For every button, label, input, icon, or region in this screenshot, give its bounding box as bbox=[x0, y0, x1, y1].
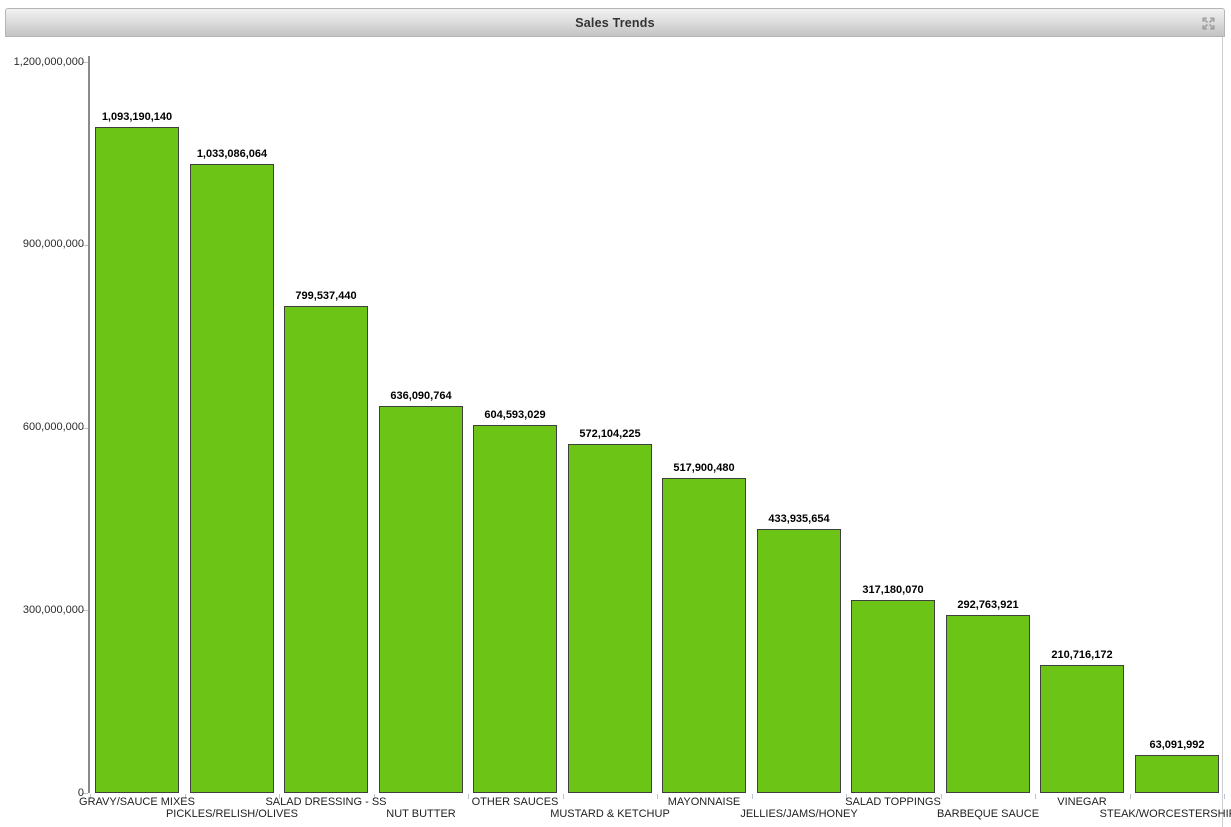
bar[interactable] bbox=[1135, 755, 1219, 793]
bar[interactable] bbox=[473, 425, 557, 793]
y-axis-tick bbox=[82, 245, 88, 246]
x-category-label: SALAD TOPPINGS bbox=[845, 796, 941, 808]
bar-value-label: 799,537,440 bbox=[295, 290, 357, 302]
maximize-icon[interactable] bbox=[1201, 16, 1216, 31]
y-tick-label: 900,000,000 bbox=[22, 238, 84, 250]
x-category-label: NUT BUTTER bbox=[386, 808, 456, 820]
bar-value-label: 1,093,190,140 bbox=[101, 111, 173, 123]
x-category-label: STEAK/WORCESTERSHIRE S bbox=[1099, 808, 1231, 820]
bar[interactable] bbox=[95, 127, 179, 793]
x-axis-tick bbox=[90, 794, 91, 799]
bar[interactable] bbox=[1040, 665, 1124, 793]
x-axis-tick bbox=[279, 794, 280, 799]
bar[interactable] bbox=[757, 529, 841, 793]
y-axis-tick bbox=[82, 62, 88, 63]
bar-value-label: 210,716,172 bbox=[1051, 649, 1113, 661]
x-category-label: VINEGAR bbox=[1057, 796, 1107, 808]
bar-value-label: 317,180,070 bbox=[862, 584, 924, 596]
x-category-label: PICKLES/RELISH/OLIVES bbox=[165, 808, 299, 820]
y-axis-tick bbox=[82, 793, 88, 794]
bar[interactable] bbox=[190, 164, 274, 793]
x-axis-tick bbox=[657, 794, 658, 799]
bar[interactable] bbox=[851, 600, 935, 793]
x-axis-tick bbox=[752, 794, 753, 799]
y-axis-tick bbox=[82, 428, 88, 429]
x-axis-tick bbox=[563, 794, 564, 799]
bar[interactable] bbox=[662, 478, 746, 793]
x-axis-tick bbox=[185, 794, 186, 799]
panel-border bbox=[1222, 37, 1223, 827]
y-tick-label: 600,000,000 bbox=[22, 421, 84, 433]
x-axis-tick bbox=[941, 794, 942, 799]
bar-value-label: 517,900,480 bbox=[673, 462, 735, 474]
y-axis-line bbox=[88, 56, 90, 793]
panel-titlebar: Sales Trends bbox=[5, 8, 1225, 37]
bar-value-label: 636,090,764 bbox=[390, 390, 452, 402]
x-category-label: BARBEQUE SAUCE bbox=[936, 808, 1040, 820]
x-category-label: SALAD DRESSING - SS bbox=[265, 796, 387, 808]
bar-value-label: 292,763,921 bbox=[957, 599, 1019, 611]
x-category-label: GRAVY/SAUCE MIXES bbox=[79, 796, 195, 808]
x-category-label: MUSTARD & KETCHUP bbox=[550, 808, 670, 820]
y-tick-label: 1,200,000,000 bbox=[13, 56, 84, 68]
y-tick-label: 0 bbox=[77, 787, 84, 799]
y-tick-label: 300,000,000 bbox=[22, 604, 84, 616]
x-axis-tick bbox=[1224, 794, 1225, 799]
bar[interactable] bbox=[284, 306, 368, 793]
bar-value-label: 604,593,029 bbox=[484, 409, 546, 421]
bar-value-label: 63,091,992 bbox=[1149, 739, 1205, 751]
bar-value-label: 433,935,654 bbox=[768, 513, 830, 525]
bar-value-label: 572,104,225 bbox=[579, 428, 641, 440]
y-axis-tick bbox=[82, 610, 88, 611]
bar[interactable] bbox=[946, 615, 1030, 793]
bar-value-label: 1,033,086,064 bbox=[196, 148, 268, 160]
x-axis-tick bbox=[374, 794, 375, 799]
x-axis-tick bbox=[846, 794, 847, 799]
bar[interactable] bbox=[379, 406, 463, 793]
x-category-label: OTHER SAUCES bbox=[471, 796, 559, 808]
panel-title: Sales Trends bbox=[575, 15, 655, 30]
x-category-label: MAYONNAISE bbox=[667, 796, 741, 808]
x-category-label: JELLIES/JAMS/HONEY bbox=[740, 808, 858, 820]
bar[interactable] bbox=[568, 444, 652, 793]
x-axis-tick bbox=[1130, 794, 1131, 799]
x-axis-tick bbox=[468, 794, 469, 799]
x-axis-tick bbox=[1035, 794, 1036, 799]
